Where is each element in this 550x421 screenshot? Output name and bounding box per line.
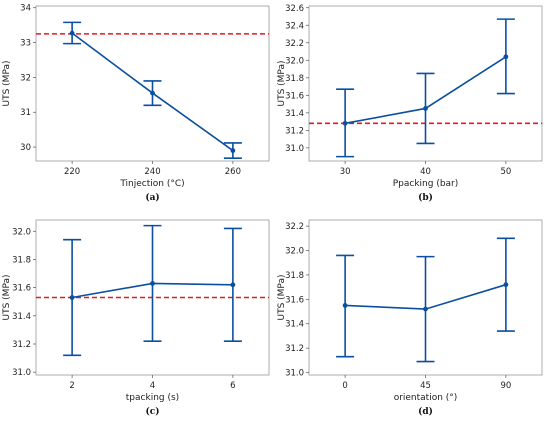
- mean-point: [503, 282, 509, 288]
- x-tick-label: 30: [340, 167, 351, 177]
- mean-point: [342, 120, 348, 126]
- y-tick-label: 32.0: [12, 227, 31, 237]
- mean-point: [69, 30, 75, 36]
- x-axis-label: tpacking (s): [126, 393, 179, 403]
- y-tick-label: 31.4: [285, 109, 304, 119]
- mean-point: [230, 282, 236, 288]
- mean-point: [503, 54, 509, 60]
- y-tick-label: 32.6: [285, 4, 304, 14]
- y-axis-label: UTS (MPa): [2, 275, 12, 321]
- y-tick-label: 32.2: [285, 222, 304, 232]
- y-tick-label: 31.8: [285, 74, 304, 84]
- y-tick-label: 31.8: [12, 255, 31, 265]
- y-tick-label: 32.4: [285, 21, 304, 31]
- x-tick-label: 90: [500, 381, 511, 391]
- mean-point: [150, 281, 155, 286]
- x-tick-label: 4: [150, 381, 155, 391]
- mean-point: [423, 106, 428, 111]
- y-tick-label: 34: [20, 4, 31, 14]
- x-axis-label: Ppacking (bar): [393, 179, 459, 189]
- y-tick-label: 31.2: [12, 340, 31, 350]
- y-tick-label: 32: [20, 73, 31, 83]
- y-tick-label: 31.0: [285, 369, 304, 379]
- y-tick-label: 31: [20, 108, 31, 118]
- x-axis-label: Tinjection (°C): [119, 179, 184, 189]
- panel-caption: (d): [418, 406, 433, 417]
- panel-c: 31.0 31.2 31.4 31.6 31.8 32.0 2 4 6 tpacking (s) U…: [2, 219, 270, 417]
- y-axis-label: UTS (MPa): [277, 275, 287, 321]
- y-tick-label: 31.8: [285, 271, 304, 281]
- y-tick-label: 31.0: [285, 144, 304, 154]
- x-tick-label: 240: [144, 167, 160, 177]
- y-tick-label: 32.0: [285, 56, 304, 66]
- y-tick-label: 31.2: [285, 126, 304, 136]
- x-tick-label: 40: [420, 167, 431, 177]
- x-tick-label: 6: [230, 381, 235, 391]
- x-tick-label: 220: [64, 167, 80, 177]
- x-tick-label: 0: [342, 381, 347, 391]
- y-tick-label: 31.4: [285, 320, 304, 330]
- panel-caption: (c): [146, 406, 160, 417]
- panel-caption: (b): [418, 192, 433, 203]
- y-axis-label: UTS (MPa): [2, 61, 12, 107]
- x-tick-label: 260: [225, 167, 241, 177]
- y-tick-label: 31.6: [12, 284, 31, 294]
- y-tick-label: 32.0: [285, 247, 304, 257]
- mean-point: [230, 148, 236, 153]
- mean-point: [423, 306, 428, 312]
- y-tick-label: 31.4: [12, 312, 31, 322]
- panel-a: 30 31 32 33 34 220 240 260 Tinjection (°C) UTS (M…: [2, 4, 270, 203]
- panel-caption: (a): [145, 192, 159, 203]
- y-tick-label: 31.6: [285, 91, 304, 101]
- y-axis-label: UTS (MPa): [277, 61, 287, 107]
- mean-point: [69, 295, 75, 300]
- x-tick-label: 45: [420, 381, 431, 391]
- x-tick-label: 50: [500, 167, 511, 177]
- x-axis-label: orientation (°): [394, 393, 458, 403]
- y-tick-label: 33: [20, 39, 31, 49]
- y-tick-label: 30: [20, 143, 31, 153]
- mean-point: [150, 90, 155, 96]
- x-tick-label: 2: [69, 381, 74, 391]
- panel-b: 31.0 31.2 31.4 31.6 31.8 32.0 32.2 32.4 32.6 30 40…: [277, 4, 543, 203]
- y-tick-label: 31.6: [285, 295, 304, 305]
- y-tick-label: 32.2: [285, 39, 304, 49]
- y-tick-label: 31.0: [12, 368, 31, 378]
- panel-d: 31.0 31.2 31.4 31.6 31.8 32.0 32.2 0 45 90 orienta…: [277, 219, 543, 417]
- mean-point: [342, 303, 348, 308]
- y-tick-label: 31.2: [285, 344, 304, 354]
